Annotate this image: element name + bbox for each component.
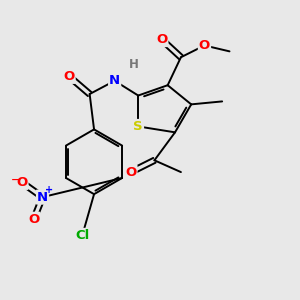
Text: +: + xyxy=(45,185,53,195)
Text: N: N xyxy=(109,74,120,87)
Text: O: O xyxy=(199,39,210,52)
Text: H: H xyxy=(129,58,139,71)
Text: Cl: Cl xyxy=(75,229,89,242)
Text: S: S xyxy=(134,120,143,133)
Text: O: O xyxy=(16,176,28,189)
Text: −: − xyxy=(11,174,21,184)
Text: N: N xyxy=(37,190,48,204)
Text: O: O xyxy=(125,166,136,178)
Text: O: O xyxy=(28,213,39,226)
Text: O: O xyxy=(156,33,167,46)
Text: O: O xyxy=(63,70,75,83)
